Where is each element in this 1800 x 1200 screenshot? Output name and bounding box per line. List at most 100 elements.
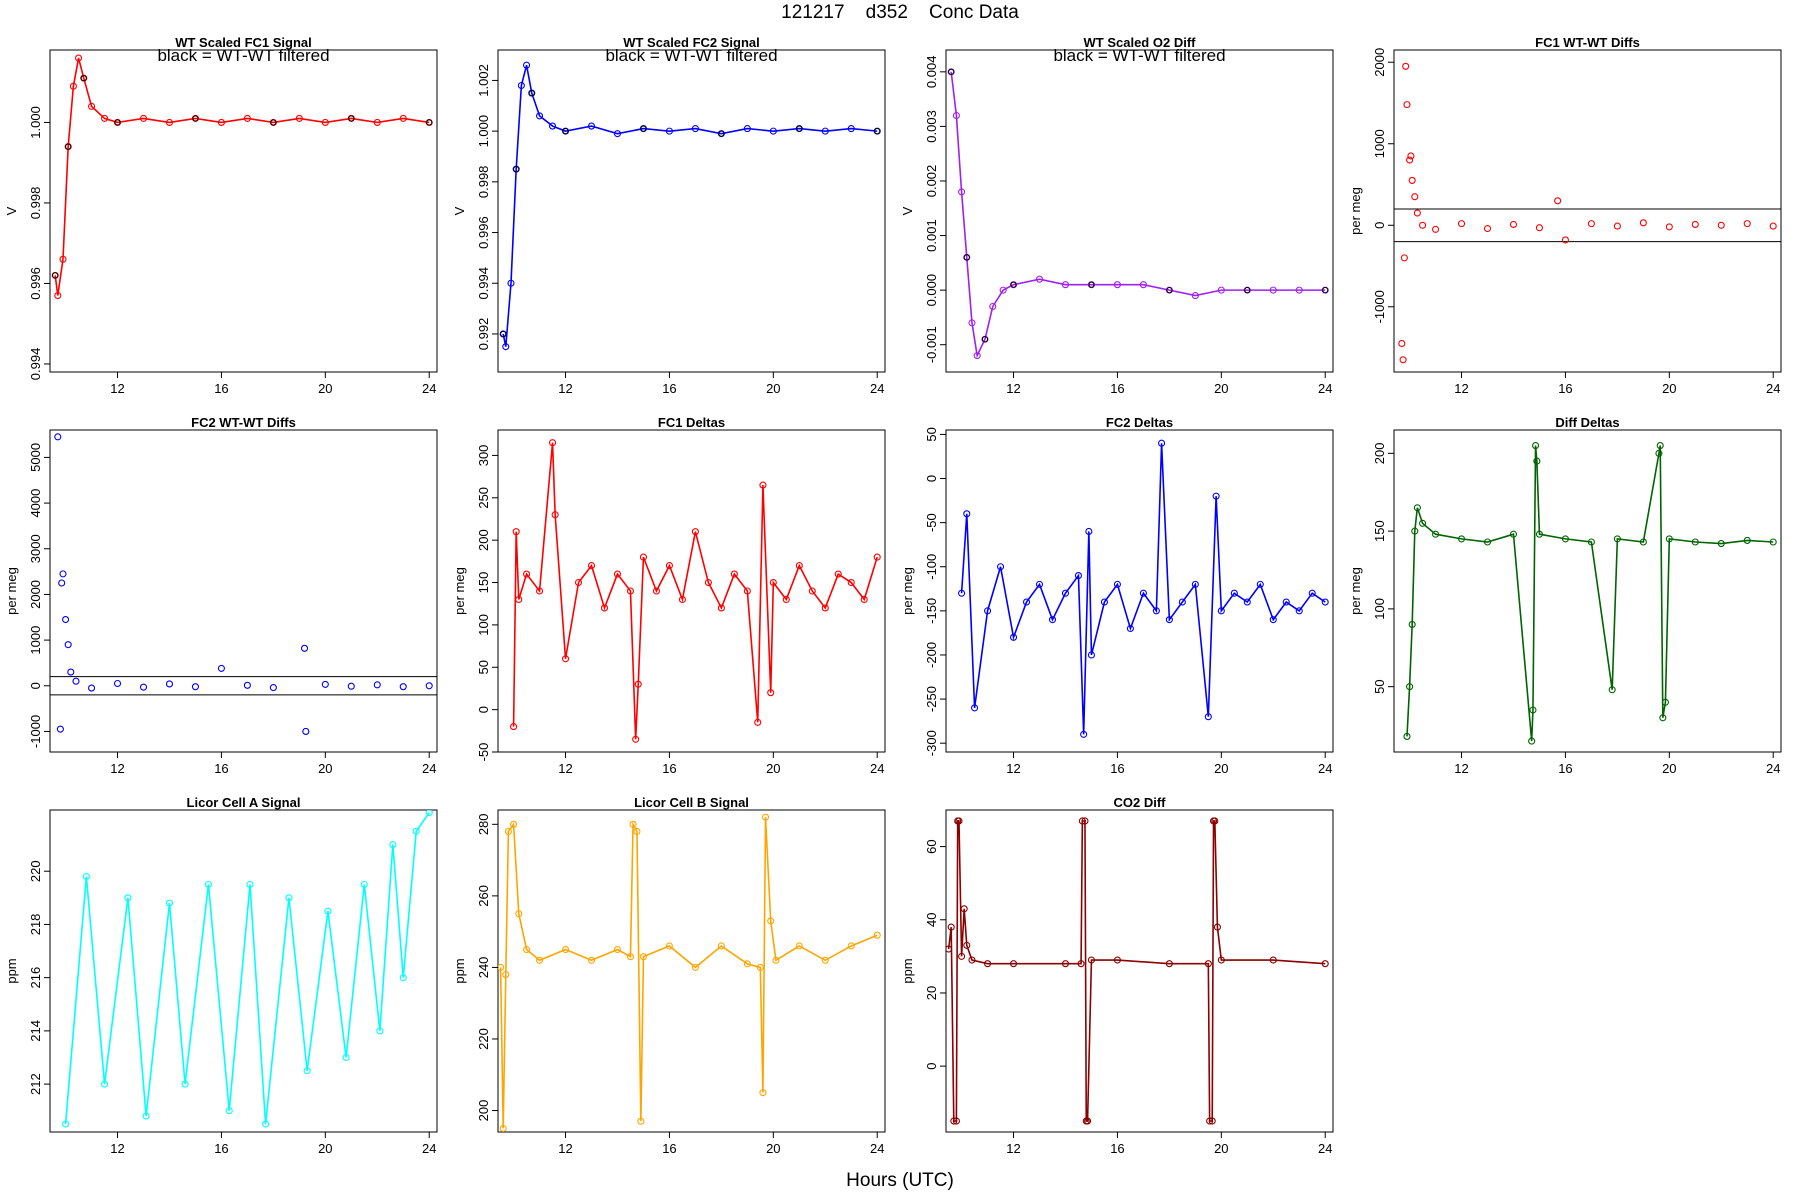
data-point — [59, 255, 67, 263]
data-point — [743, 960, 751, 968]
data-point — [1509, 530, 1518, 538]
data-point — [561, 655, 570, 663]
filtered-point — [874, 128, 881, 135]
data-point — [968, 319, 976, 327]
data-point — [665, 562, 673, 570]
data-point — [600, 604, 609, 612]
filtered-point — [562, 128, 569, 135]
data-point — [536, 956, 544, 964]
y-tick-label: 1.002 — [476, 64, 491, 97]
data-point — [632, 735, 640, 743]
data-point — [1529, 706, 1537, 714]
data-point — [100, 114, 109, 122]
y-tick-label: 1000 — [1372, 129, 1387, 158]
data-point — [860, 595, 868, 604]
y-tick-label: -1000 — [28, 715, 43, 748]
data-point — [1769, 538, 1777, 546]
x-tick-label: 16 — [1558, 381, 1572, 396]
data-point — [523, 570, 531, 578]
filtered-point — [718, 130, 725, 137]
x-tick-label: 20 — [318, 1141, 332, 1156]
y-tick-label: 0.996 — [476, 216, 491, 249]
data-point — [958, 952, 966, 960]
data-point — [1554, 197, 1562, 205]
data-point — [1139, 281, 1147, 289]
x-tick-label: 16 — [662, 761, 676, 776]
data-point — [191, 683, 199, 691]
data-point — [1535, 530, 1543, 538]
panel-p6: FC1 Deltas 12 16 20 24 -50 0 50 100 150 200 250 300 p… — [452, 415, 886, 776]
y-axis-label: ppm — [900, 958, 915, 983]
plot-frame — [945, 429, 1334, 753]
filtered-point — [426, 119, 433, 126]
x-tick-label: 16 — [1110, 381, 1124, 396]
y-tick-label: 0.998 — [476, 166, 491, 199]
data-point — [399, 683, 407, 691]
data-point — [704, 578, 712, 587]
data-point — [1457, 535, 1466, 543]
panel-p11: CO2 Diff 12 16 20 24 0 20 40 60 ppm — [900, 795, 1334, 1156]
data-point — [973, 352, 981, 360]
filtered-point — [500, 330, 507, 338]
data-point — [984, 607, 992, 615]
filtered-point — [270, 119, 277, 126]
plot-frame — [49, 49, 438, 373]
data-point — [1269, 616, 1277, 624]
panel-title: WT Scaled FC2 Signal — [623, 35, 760, 50]
data-point — [665, 942, 673, 950]
x-tick-label: 16 — [1110, 1141, 1124, 1156]
data-point — [376, 1027, 384, 1035]
data-point — [1085, 527, 1093, 536]
data-point — [548, 439, 557, 447]
data-point — [246, 880, 254, 889]
data-point — [633, 827, 641, 836]
y-tick-label: 218 — [28, 914, 43, 936]
y-tick-label: 220 — [28, 860, 43, 882]
data-point — [139, 114, 148, 122]
data-point — [243, 114, 251, 122]
data-point — [1321, 960, 1329, 968]
y-axis-label: ppm — [452, 958, 467, 983]
data-point — [873, 553, 881, 561]
plot-frame — [1393, 49, 1782, 373]
data-point — [1126, 624, 1134, 633]
plot-frame — [49, 809, 438, 1133]
filtered-point — [1166, 287, 1173, 294]
data-point — [1717, 221, 1725, 229]
data-point — [1206, 1117, 1214, 1125]
data-point — [1402, 62, 1410, 70]
data-point — [1403, 101, 1411, 109]
data-point — [1407, 152, 1415, 160]
series-line — [960, 443, 1326, 735]
data-point — [217, 664, 225, 672]
data-point — [767, 689, 775, 697]
data-point — [743, 587, 751, 595]
filtered-point — [981, 336, 989, 343]
y-tick-label: 100 — [476, 614, 491, 636]
data-point — [984, 960, 992, 968]
data-point — [772, 956, 780, 964]
data-point — [1408, 176, 1416, 184]
data-point — [821, 127, 829, 135]
panel-title: FC2 Deltas — [1106, 415, 1173, 430]
panel-title: Licor Cell A Signal — [187, 795, 301, 810]
data-point — [947, 923, 955, 931]
y-tick-label: 1.000 — [476, 115, 491, 148]
y-tick-label: 300 — [476, 445, 491, 467]
filtered-point — [52, 272, 59, 279]
data-point — [498, 963, 505, 971]
data-point — [847, 578, 855, 587]
y-tick-label: 280 — [476, 813, 491, 835]
data-point — [1533, 457, 1541, 465]
data-point — [1561, 236, 1569, 244]
data-point — [1035, 580, 1044, 588]
data-point — [691, 528, 699, 536]
filtered-point — [80, 75, 87, 82]
series-line — [512, 442, 878, 740]
y-tick-label: 0.001 — [924, 219, 939, 252]
data-point — [1139, 589, 1147, 597]
data-point — [1217, 607, 1225, 615]
panel-p8: Diff Deltas 12 16 20 24 50 100 150 200 per meg — [1348, 415, 1782, 776]
y-tick-label: 0.992 — [476, 318, 491, 351]
data-point — [58, 579, 66, 587]
